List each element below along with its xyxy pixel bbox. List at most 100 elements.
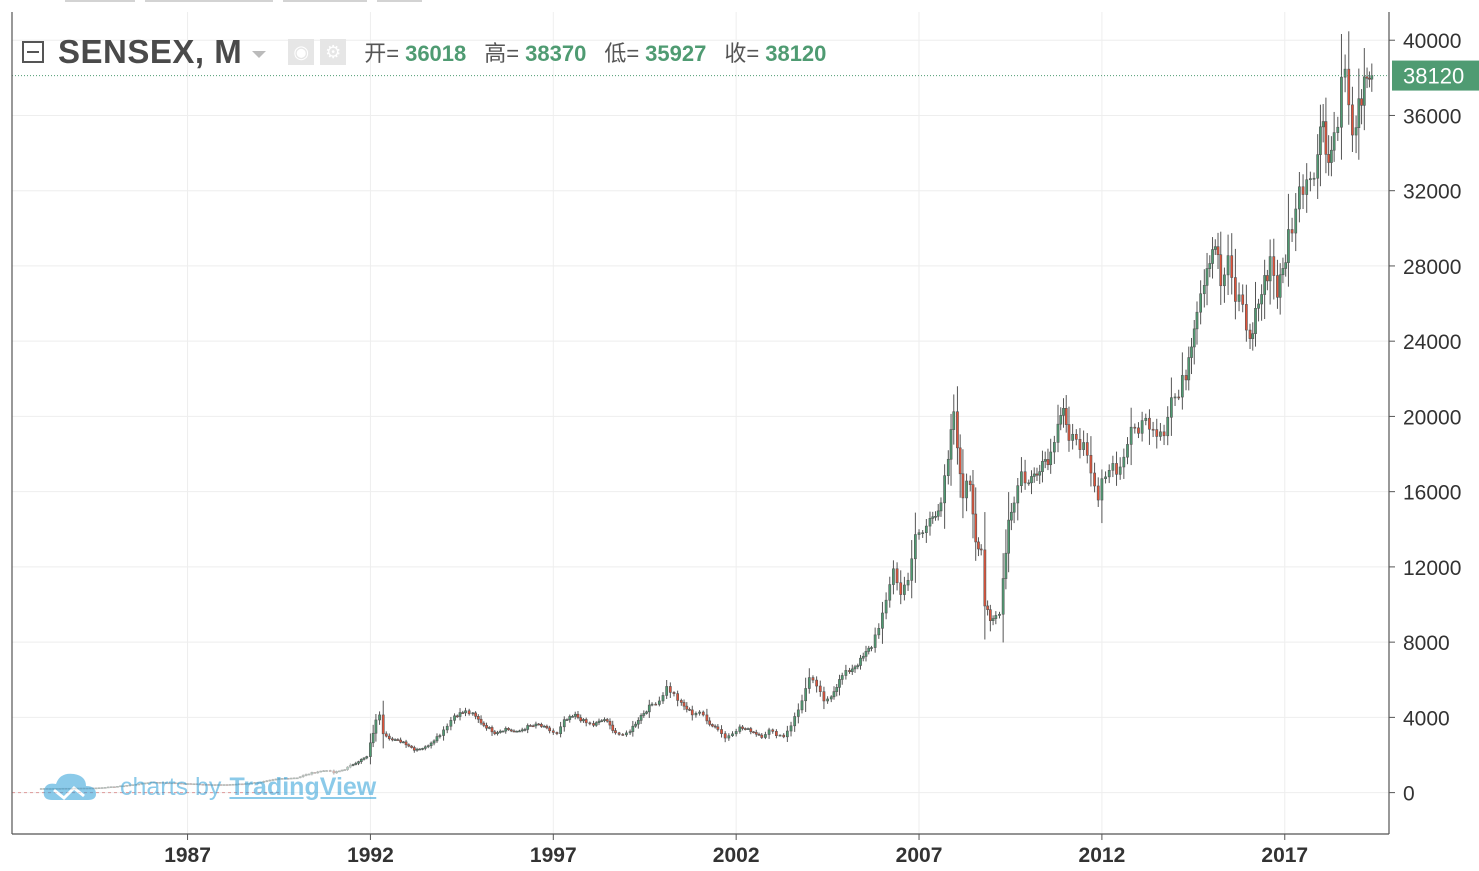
candle (1216, 232, 1220, 269)
candle-body (1223, 274, 1226, 287)
tradingview-link[interactable]: TradingView (229, 772, 377, 801)
x-tick-label: 2002 (713, 844, 760, 867)
candle (1093, 462, 1096, 493)
candle-body (1162, 431, 1166, 437)
candle (1151, 421, 1155, 438)
candle-body (455, 715, 459, 718)
collapse-legend-button[interactable] (22, 41, 44, 63)
candle (442, 726, 445, 741)
candle-body (322, 770, 325, 772)
candle (952, 394, 956, 445)
candle-body (568, 716, 572, 720)
candle-body (371, 732, 375, 744)
eye-icon[interactable]: ◉ (288, 39, 315, 65)
candle-body (140, 782, 144, 785)
candle (741, 725, 744, 731)
candle-body (1211, 249, 1214, 264)
symbol-title[interactable]: SENSEX, M (58, 33, 243, 70)
candle (903, 576, 906, 601)
candle-body (594, 722, 598, 726)
candle (645, 710, 648, 715)
candle (650, 702, 654, 707)
candle-body (977, 541, 980, 550)
candle-body (727, 735, 731, 739)
candle-body (183, 783, 186, 785)
candle (946, 450, 950, 485)
candle-body (100, 787, 104, 789)
candle (219, 784, 223, 786)
candle-body (289, 777, 293, 780)
candle (94, 787, 98, 790)
candle (921, 529, 925, 538)
candle-body (529, 725, 532, 727)
candle-body (381, 714, 385, 735)
candle-body (1327, 154, 1331, 163)
y-tick-label: 8000 (1403, 632, 1450, 655)
candle (319, 770, 323, 773)
toolbar-tab[interactable] (145, 0, 273, 2)
candle (815, 676, 818, 693)
candle (289, 777, 293, 780)
candle (965, 473, 968, 512)
candle (731, 731, 734, 737)
candle-body (864, 651, 868, 657)
candle-body (921, 532, 925, 534)
candle (1199, 280, 1203, 325)
candle (743, 727, 747, 731)
candle (934, 511, 937, 521)
candle (256, 782, 260, 784)
candle (1257, 298, 1260, 322)
candle (1312, 172, 1316, 187)
candle (832, 686, 836, 700)
candle (971, 470, 975, 539)
candle-body (432, 740, 436, 744)
candle-body (650, 703, 654, 706)
candle-body (576, 713, 580, 718)
candle (861, 652, 865, 662)
y-tick-label: 0 (1403, 783, 1415, 806)
candle-body (971, 484, 975, 515)
candle-body (998, 613, 1001, 616)
candle-body (1281, 268, 1285, 276)
candle-body (856, 665, 860, 668)
toolbar-tab[interactable] (377, 0, 422, 2)
candle-body (1010, 511, 1013, 521)
candle (490, 725, 494, 736)
open-label: 开= (364, 41, 400, 66)
candle (526, 723, 530, 734)
candle-body (850, 668, 854, 673)
gear-icon[interactable]: ⚙ (320, 39, 347, 65)
candle-body (332, 770, 336, 774)
candle-body (1074, 433, 1078, 440)
candle-body (134, 784, 138, 786)
candle (1305, 163, 1309, 213)
candle-body (512, 730, 516, 733)
candle (1362, 48, 1366, 131)
candle-body (1184, 375, 1188, 381)
toolbar-tab[interactable] (65, 0, 135, 2)
price-axis[interactable]: 0 4000 8000 12000 16000 20000 24000 28000 32000 3… (1389, 30, 1461, 806)
candle-body (1263, 275, 1267, 295)
candle (614, 727, 617, 735)
candle-body (1027, 482, 1031, 485)
candle-body (873, 634, 877, 648)
chevron-down-icon[interactable] (252, 50, 267, 58)
toolbar-tab[interactable] (283, 0, 367, 2)
candle (113, 786, 116, 788)
y-tick-label: 20000 (1403, 406, 1461, 429)
time-axis[interactable]: 1987 1992 1997 2002 2007 2012 2017 (164, 834, 1308, 867)
candle-body (241, 783, 244, 786)
candle (280, 778, 284, 780)
candle (924, 519, 928, 543)
candle (1330, 136, 1333, 177)
low-label: 低= (604, 41, 640, 66)
candle-body (1360, 98, 1363, 106)
candle (222, 784, 226, 786)
candle-body (458, 712, 462, 717)
candle (811, 675, 815, 684)
candle-body (531, 725, 535, 728)
candle (682, 699, 686, 711)
candle (1263, 259, 1267, 320)
candle (1187, 346, 1191, 391)
